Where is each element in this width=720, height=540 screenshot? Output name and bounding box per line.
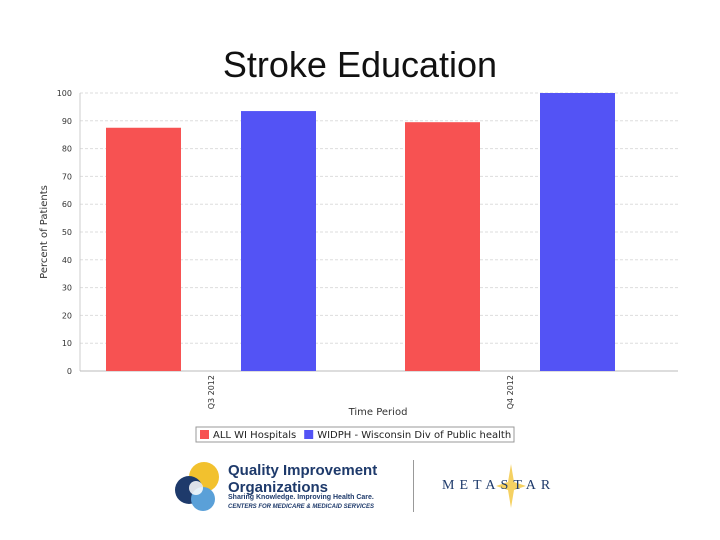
chart-bars: [106, 93, 615, 371]
y-tick-label: 20: [62, 311, 72, 320]
logo-divider: [413, 460, 414, 512]
bar-widph: [540, 93, 615, 371]
y-tick-label: 80: [62, 145, 72, 154]
x-axis-title: Time Period: [348, 407, 408, 418]
y-axis-title: Percent of Patients: [39, 185, 50, 279]
y-tick-label: 0: [67, 367, 72, 376]
y-tick-label: 30: [62, 284, 72, 293]
qio-cms-text: CENTERS FOR MEDICARE & MEDICAID SERVICES: [228, 504, 375, 510]
x-tick-label: Q4 2012: [506, 375, 515, 409]
y-tick-label: 90: [62, 117, 72, 126]
y-tick-label: 60: [62, 200, 72, 209]
bar-all-wi-hospitals: [405, 122, 480, 371]
qio-name: Quality Improvement Organizations: [228, 462, 378, 496]
y-tick-label: 70: [62, 172, 72, 181]
y-tick-label: 50: [62, 228, 72, 237]
bar-chart: 0 10 20 30 40 50 60 70 80 90 100 Q3 2012 Q4 2012 Pe…: [39, 89, 678, 443]
bar-all-wi-hospitals: [106, 127, 181, 371]
y-tick-label: 40: [62, 256, 72, 265]
x-axis-ticks: Q3 2012 Q4 2012: [207, 375, 515, 409]
y-tick-label: 10: [62, 339, 72, 348]
y-axis-ticks: 0 10 20 30 40 50 60 70 80 90 100: [57, 89, 72, 376]
metastar-star-icon: [496, 464, 526, 508]
x-tick-label: Q3 2012: [207, 375, 216, 409]
legend-swatch: [304, 430, 314, 439]
metastar-name: METASTAR: [442, 478, 556, 493]
slide-title: Stroke Education: [222, 44, 498, 85]
qio-tagline: Sharing Knowledge. Improving Health Care…: [228, 494, 374, 501]
legend-label: WIDPH - Wisconsin Div of Public health: [317, 430, 511, 441]
legend-label: ALL WI Hospitals: [213, 430, 296, 441]
chart-legend: ALL WI Hospitals WIDPH - Wisconsin Div of…: [195, 426, 515, 443]
qio-logo-icon: [175, 462, 219, 511]
legend-swatch: [200, 430, 209, 439]
y-tick-label: 100: [57, 89, 72, 98]
footer-logos: Quality Improvement Organizations Sharin…: [170, 456, 590, 520]
bar-widph: [241, 111, 316, 371]
legend-box: [195, 426, 515, 443]
